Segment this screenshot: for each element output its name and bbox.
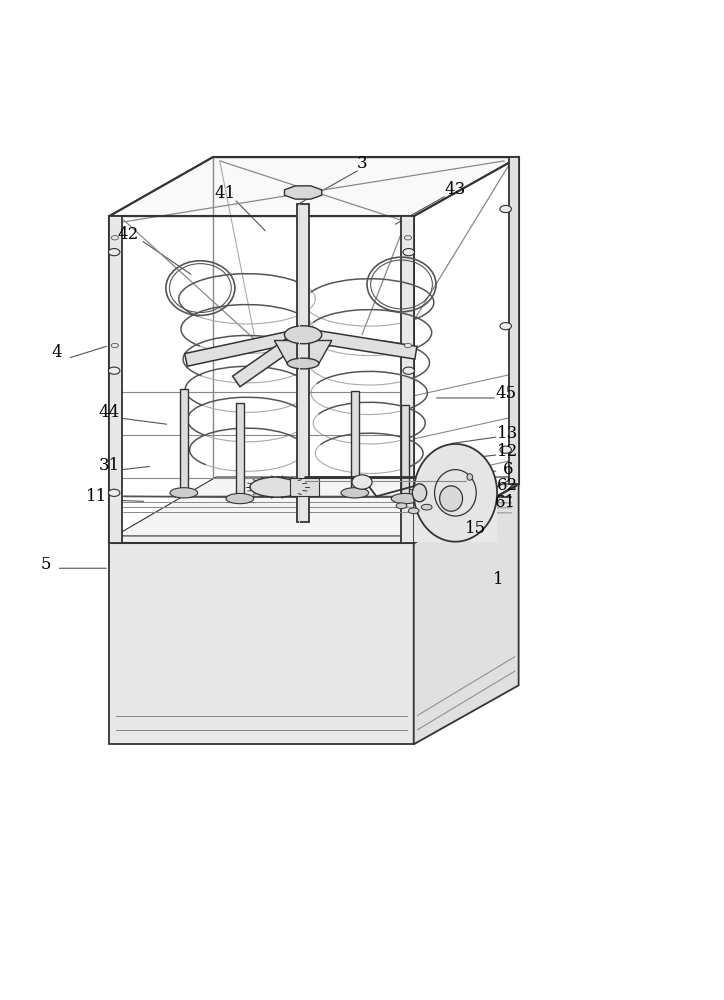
Ellipse shape xyxy=(439,486,463,511)
Ellipse shape xyxy=(396,503,407,509)
Polygon shape xyxy=(290,478,319,496)
Ellipse shape xyxy=(111,236,119,240)
Text: 44: 44 xyxy=(98,404,119,421)
Ellipse shape xyxy=(421,504,432,510)
Ellipse shape xyxy=(405,236,411,240)
Text: 1: 1 xyxy=(493,571,504,588)
Polygon shape xyxy=(285,186,321,199)
Polygon shape xyxy=(413,484,518,744)
Polygon shape xyxy=(180,389,188,493)
Ellipse shape xyxy=(412,484,426,502)
Text: 12: 12 xyxy=(497,443,518,460)
Polygon shape xyxy=(232,329,307,387)
Ellipse shape xyxy=(413,444,497,542)
Polygon shape xyxy=(185,328,305,366)
Polygon shape xyxy=(401,405,409,499)
Polygon shape xyxy=(109,216,122,543)
Ellipse shape xyxy=(109,367,120,374)
Ellipse shape xyxy=(500,323,511,330)
Ellipse shape xyxy=(500,446,511,453)
Polygon shape xyxy=(351,391,359,493)
Ellipse shape xyxy=(287,358,319,369)
Text: 45: 45 xyxy=(495,385,516,402)
Ellipse shape xyxy=(403,489,414,496)
Ellipse shape xyxy=(403,249,414,256)
Text: 13: 13 xyxy=(497,425,518,442)
Text: 61: 61 xyxy=(495,494,516,511)
Ellipse shape xyxy=(341,488,369,498)
Polygon shape xyxy=(298,204,309,522)
Ellipse shape xyxy=(391,493,419,504)
Text: 31: 31 xyxy=(98,457,119,474)
Polygon shape xyxy=(109,484,518,543)
Text: 62: 62 xyxy=(497,477,518,494)
Text: 11: 11 xyxy=(85,488,107,505)
Ellipse shape xyxy=(285,326,321,344)
Ellipse shape xyxy=(109,249,120,256)
Polygon shape xyxy=(274,341,332,363)
Polygon shape xyxy=(509,157,518,484)
Text: 43: 43 xyxy=(445,181,466,198)
Ellipse shape xyxy=(403,367,414,374)
Ellipse shape xyxy=(467,474,473,480)
Ellipse shape xyxy=(352,475,372,489)
Ellipse shape xyxy=(408,508,419,514)
Polygon shape xyxy=(109,543,413,744)
Polygon shape xyxy=(413,478,497,542)
Polygon shape xyxy=(302,328,417,359)
Text: 6: 6 xyxy=(502,461,513,478)
Text: 15: 15 xyxy=(465,520,486,537)
Text: 42: 42 xyxy=(118,226,139,243)
Ellipse shape xyxy=(170,488,198,498)
Ellipse shape xyxy=(500,205,511,213)
Text: 4: 4 xyxy=(51,344,62,361)
Ellipse shape xyxy=(405,343,411,348)
Ellipse shape xyxy=(226,493,253,504)
Polygon shape xyxy=(236,403,244,499)
Text: 5: 5 xyxy=(41,556,51,573)
Ellipse shape xyxy=(111,343,119,348)
Text: 3: 3 xyxy=(357,155,367,172)
Polygon shape xyxy=(115,477,515,536)
Polygon shape xyxy=(109,157,518,216)
Ellipse shape xyxy=(250,477,305,497)
Text: 41: 41 xyxy=(215,185,236,202)
Ellipse shape xyxy=(109,489,120,496)
Polygon shape xyxy=(401,216,413,543)
